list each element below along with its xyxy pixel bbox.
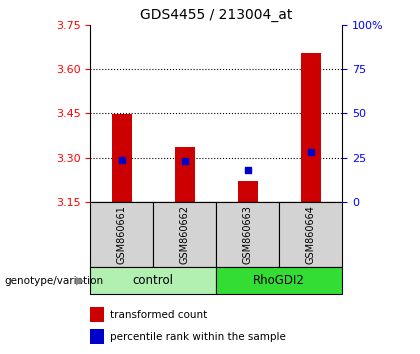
- Text: RhoGDI2: RhoGDI2: [253, 274, 305, 287]
- Bar: [301, 53, 321, 202]
- Bar: [216, 267, 342, 294]
- Bar: [90, 329, 104, 344]
- Bar: [90, 267, 216, 294]
- Text: GSM860661: GSM860661: [117, 205, 127, 264]
- Text: GSM860663: GSM860663: [243, 205, 253, 264]
- Text: transformed count: transformed count: [110, 310, 208, 320]
- Text: ▶: ▶: [76, 275, 84, 286]
- Title: GDS4455 / 213004_at: GDS4455 / 213004_at: [140, 8, 292, 22]
- Bar: [90, 307, 104, 322]
- Text: percentile rank within the sample: percentile rank within the sample: [110, 332, 286, 342]
- Bar: [90, 202, 153, 267]
- Bar: [112, 114, 132, 202]
- Text: GSM860662: GSM860662: [180, 205, 190, 264]
- Bar: [216, 202, 279, 267]
- Text: control: control: [133, 274, 174, 287]
- Bar: [153, 202, 216, 267]
- Text: GSM860664: GSM860664: [306, 205, 316, 264]
- Bar: [279, 202, 342, 267]
- Bar: [238, 181, 258, 202]
- Bar: [175, 147, 195, 202]
- Text: genotype/variation: genotype/variation: [4, 275, 103, 286]
